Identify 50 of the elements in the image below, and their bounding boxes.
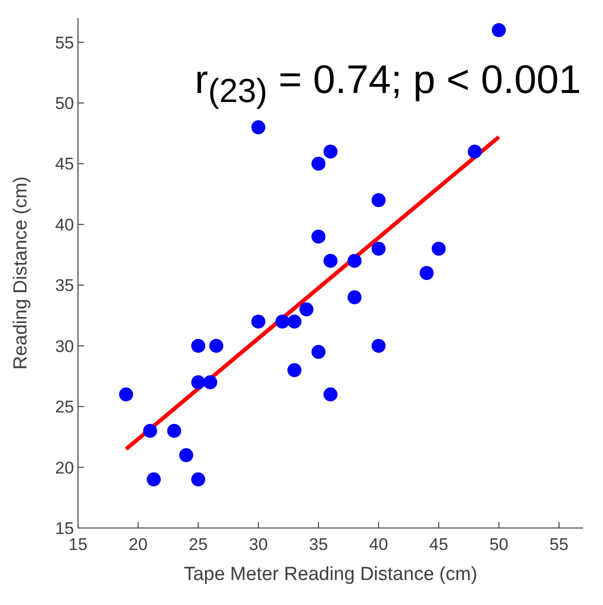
point: [191, 375, 206, 390]
point: [468, 144, 482, 159]
point: [167, 424, 182, 438]
x-axis-title: Tape Meter Reading Distance (cm): [184, 564, 478, 585]
point: [251, 314, 266, 329]
point: [492, 23, 506, 38]
x-tick-label: 20: [128, 535, 148, 554]
point: [146, 472, 161, 486]
y-tick-label: 20: [55, 458, 74, 478]
point: [372, 338, 386, 353]
point: [311, 156, 326, 171]
point: [203, 375, 218, 390]
point: [251, 120, 266, 134]
x-tick-label: 30: [248, 535, 268, 554]
point: [209, 338, 224, 353]
x-tick-label: 45: [429, 535, 448, 554]
point: [287, 314, 302, 329]
y-tick-label: 40: [55, 215, 74, 234]
annotation: r$_{(23)}$ = 0.74; p < 0.001: [194, 58, 581, 111]
y-tick-label: 30: [55, 336, 74, 356]
point: [372, 242, 386, 256]
point: [348, 254, 362, 268]
point: [143, 424, 158, 438]
x-tick-label: 50: [489, 535, 508, 554]
point: [275, 314, 290, 329]
y-tick-label: 35: [55, 276, 74, 296]
point: [372, 193, 386, 208]
point: [191, 472, 206, 486]
point: [191, 338, 206, 353]
y-tick-label: 45: [55, 154, 74, 174]
point: [311, 344, 326, 359]
point: [432, 242, 446, 256]
point: [324, 254, 338, 268]
point: [420, 266, 434, 280]
point: [324, 387, 338, 402]
y-tick-label: 55: [55, 33, 74, 52]
point: [179, 448, 194, 462]
y-tick-label: 25: [55, 398, 74, 417]
x-tick-label: 40: [369, 535, 388, 554]
point: [324, 144, 338, 159]
y-axis-title: Reading Distance (cm): [10, 176, 32, 370]
x-tick-label: 35: [309, 535, 328, 554]
point: [299, 302, 314, 316]
x-tick-label: 55: [549, 535, 568, 554]
point: [348, 290, 362, 304]
x-tick-label: 25: [188, 535, 208, 554]
point: [287, 363, 302, 378]
point: [311, 230, 326, 244]
y-tick-label: 50: [55, 94, 74, 114]
point: [119, 387, 134, 402]
